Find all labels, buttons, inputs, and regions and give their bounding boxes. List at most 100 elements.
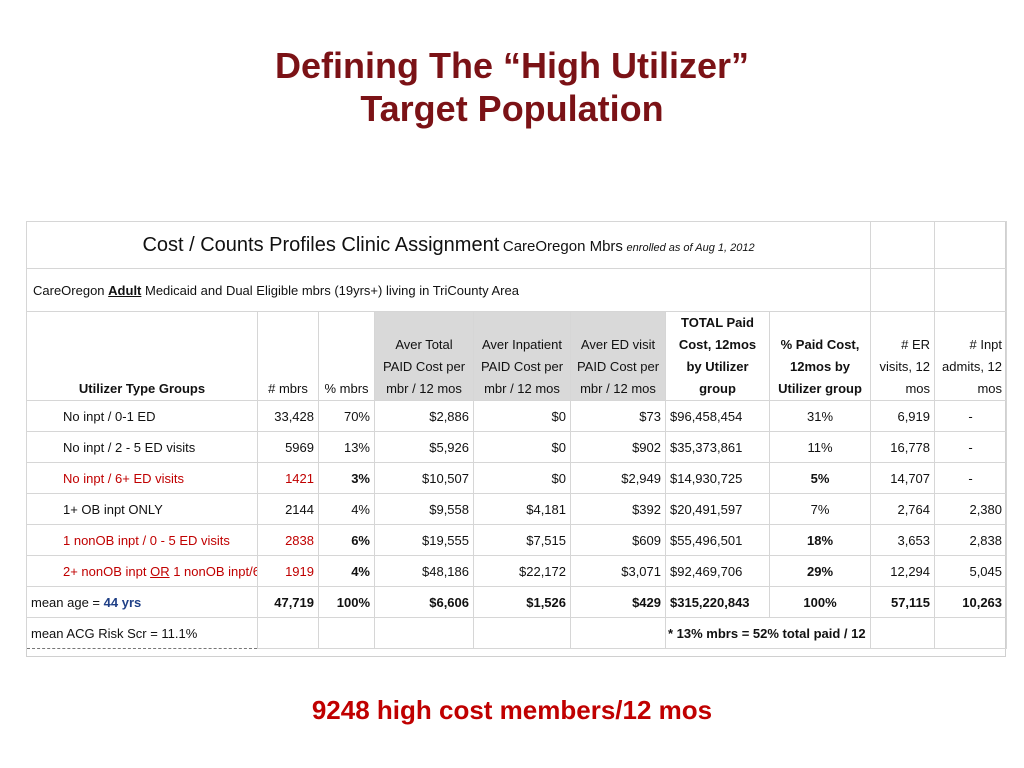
- row-aver-ed: $2,949: [570, 462, 666, 494]
- row-group-or: OR: [150, 563, 170, 579]
- row-pct: 6%: [318, 524, 375, 556]
- slide-title: Defining The “High Utilizer” Target Popu…: [0, 44, 1024, 130]
- row-pct-paid: 7%: [768, 493, 872, 525]
- row-aver-ed: $392: [570, 493, 666, 525]
- row-aver-inpt: $0: [473, 462, 571, 494]
- header-group: Utilizer Type Groups: [26, 311, 258, 401]
- slide-title-line1: Defining The “High Utilizer”: [275, 45, 749, 86]
- header-total-paid: TOTAL Paid Cost, 12mos by Utilizer group: [665, 311, 770, 401]
- table-subtitle: CareOregon Adult Medicaid and Dual Eligi…: [25, 268, 872, 312]
- row-aver-ed: $3,071: [570, 555, 666, 587]
- row-total-paid: $20,491,597: [665, 493, 770, 525]
- high-cost-note: * 13% mbrs = 52% total paid / 12 mos: [664, 617, 872, 649]
- empty-cell: [374, 617, 474, 649]
- total-paid: $315,220,843: [665, 586, 770, 618]
- row-aver-inpt: $22,172: [473, 555, 571, 587]
- row-pct: 70%: [318, 400, 375, 432]
- header-er-visits: # ER visits, 12 mos: [870, 311, 936, 401]
- header-aver-total: Aver Total PAID Cost per mbr / 12 mos: [374, 311, 474, 401]
- row-inpt: -: [934, 462, 1008, 494]
- total-aver-total: $6,606: [374, 586, 474, 618]
- subtitle-prefix: CareOregon: [33, 282, 105, 298]
- main-title-note: enrolled as of Aug 1, 2012: [626, 241, 755, 254]
- total-pct-paid: 100%: [768, 586, 872, 618]
- row-group-part-b: 1 nonOB inpt/6+ ER visits: [173, 563, 256, 579]
- row-aver-total: $48,186: [374, 555, 474, 587]
- table-row: 1 nonOB inpt / 0 - 5 ED visits 2838 6% $…: [26, 524, 1008, 556]
- empty-cell: [318, 617, 375, 649]
- row-er: 3,653: [870, 524, 936, 556]
- row-group: No inpt / 2 - 5 ED visits: [26, 431, 258, 463]
- row-group: 1 nonOB inpt / 0 - 5 ED visits: [26, 524, 258, 556]
- row-total-paid: $55,496,501: [665, 524, 770, 556]
- header-inpt-admits: # Inpt admits, 12 mos: [934, 311, 1008, 401]
- row-pct: 3%: [318, 462, 375, 494]
- table-row: No inpt / 6+ ED visits 1421 3% $10,507 $…: [26, 462, 1008, 494]
- row-aver-total: $10,507: [374, 462, 474, 494]
- row-aver-inpt: $4,181: [473, 493, 571, 525]
- row-mbrs: 33,428: [257, 400, 319, 432]
- row-aver-total: $9,558: [374, 493, 474, 525]
- row-mbrs: 2838: [257, 524, 319, 556]
- row-mbrs: 2144: [257, 493, 319, 525]
- row-group: No inpt / 0-1 ED: [26, 400, 258, 432]
- empty-cell: [870, 617, 936, 649]
- subtitle-suffix: Medicaid and Dual Eligible mbrs (19yrs+)…: [141, 282, 519, 298]
- row-aver-inpt: $0: [473, 431, 571, 463]
- table-row: No inpt / 0-1 ED 33,428 70% $2,886 $0 $7…: [26, 400, 1008, 432]
- empty-cell: [473, 617, 571, 649]
- total-mbrs: 47,719: [257, 586, 319, 618]
- header-pct-mbrs: % mbrs: [318, 311, 375, 401]
- row-group: No inpt / 6+ ED visits: [26, 462, 258, 494]
- row-er: 6,919: [870, 400, 936, 432]
- total-pct: 100%: [318, 586, 375, 618]
- row-er: 16,778: [870, 431, 936, 463]
- row-inpt: 2,838: [934, 524, 1008, 556]
- row-inpt: -: [934, 431, 1008, 463]
- main-title-text: Cost / Counts Profiles Clinic Assignment: [142, 233, 500, 256]
- table-row: 1+ OB inpt ONLY 2144 4% $9,558 $4,181 $3…: [26, 493, 1008, 525]
- empty-cell: [934, 268, 1008, 312]
- subtitle-adult: Adult: [108, 282, 142, 298]
- table-main-title: Cost / Counts Profiles Clinic Assignment…: [25, 221, 872, 269]
- empty-cell: [934, 617, 1008, 649]
- total-aver-ed: $429: [570, 586, 666, 618]
- mean-age-label: mean age =: [31, 594, 104, 610]
- row-aver-ed: $902: [570, 431, 666, 463]
- row-pct-paid: 5%: [768, 462, 872, 494]
- row-aver-ed: $73: [570, 400, 666, 432]
- row-pct-paid: 11%: [768, 431, 872, 463]
- empty-cell: [934, 221, 1008, 269]
- row-aver-total: $2,886: [374, 400, 474, 432]
- row-total-paid: $35,373,861: [665, 431, 770, 463]
- row-mbrs: 1421: [257, 462, 319, 494]
- cost-profile-table: Cost / Counts Profiles Clinic Assignment…: [25, 221, 1008, 657]
- row-inpt: -: [934, 400, 1008, 432]
- slide-title-line2: Target Population: [360, 88, 664, 129]
- row-group: 1+ OB inpt ONLY: [26, 493, 258, 525]
- row-aver-inpt: $7,515: [473, 524, 571, 556]
- row-group: 2+ nonOB inpt OR 1 nonOB inpt/6+ ER visi…: [26, 555, 258, 587]
- row-inpt: 2,380: [934, 493, 1008, 525]
- empty-cell: [870, 268, 936, 312]
- row-total-paid: $14,930,725: [665, 462, 770, 494]
- row-group-part-a: 2+ nonOB inpt: [63, 563, 151, 579]
- empty-cell: [257, 617, 319, 649]
- row-pct-paid: 29%: [768, 555, 872, 587]
- header-aver-ed: Aver ED visit PAID Cost per mbr / 12 mos: [570, 311, 666, 401]
- table-row: No inpt / 2 - 5 ED visits 5969 13% $5,92…: [26, 431, 1008, 463]
- row-mbrs: 5969: [257, 431, 319, 463]
- empty-cell: [870, 221, 936, 269]
- row-aver-inpt: $0: [473, 400, 571, 432]
- total-er: 57,115: [870, 586, 936, 618]
- row-aver-ed: $609: [570, 524, 666, 556]
- row-er: 2,764: [870, 493, 936, 525]
- row-pct-paid: 18%: [768, 524, 872, 556]
- row-total-paid: $92,469,706: [665, 555, 770, 587]
- mean-age-value: 44 yrs: [103, 594, 142, 610]
- total-aver-inpt: $1,526: [473, 586, 571, 618]
- row-total-paid: $96,458,454: [665, 400, 770, 432]
- main-title-org: CareOregon Mbrs: [502, 237, 623, 255]
- header-mbrs: # mbrs: [257, 311, 319, 401]
- row-er: 12,294: [870, 555, 936, 587]
